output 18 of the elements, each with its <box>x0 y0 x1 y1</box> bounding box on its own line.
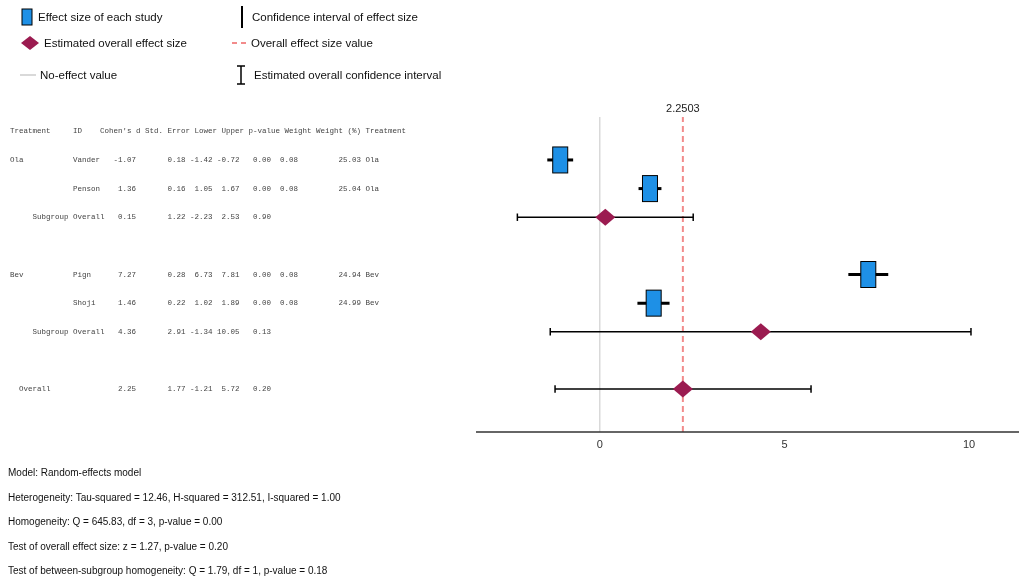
x-tick-label: 0 <box>596 437 603 450</box>
text: Overall effect size value <box>251 37 373 49</box>
text: Test of between-subgroup homogeneity: Q = 1.79, df = 1, p-value = 0.18 <box>8 565 328 576</box>
point <box>672 380 693 398</box>
text: Test of overall effect size: z = 1.27, p-value = 0.20 <box>8 540 228 552</box>
x-tick-label: 5 <box>781 437 788 450</box>
text: Model: Random-effects model <box>8 467 142 478</box>
text: Homogeneity: Q = 645.83, df = 3, p-value = 0.00 <box>8 516 223 527</box>
point <box>750 323 771 341</box>
legend-label: Effect size of each study <box>38 11 163 23</box>
point <box>595 208 616 226</box>
legend-label: No-effect value <box>40 69 118 81</box>
legend-label: Estimated overall effect size <box>44 37 187 49</box>
text: Heterogeneity: Tau-squared = 12.46, H-squared = 312.51, I-squared = 1.00 <box>8 491 341 503</box>
ref-line-label: 2.2503 <box>666 102 700 114</box>
text: Estimated overall confidence interval <box>254 69 442 81</box>
x-tick-label: 10 <box>963 437 976 450</box>
text: Confidence interval of effect size <box>252 11 418 23</box>
